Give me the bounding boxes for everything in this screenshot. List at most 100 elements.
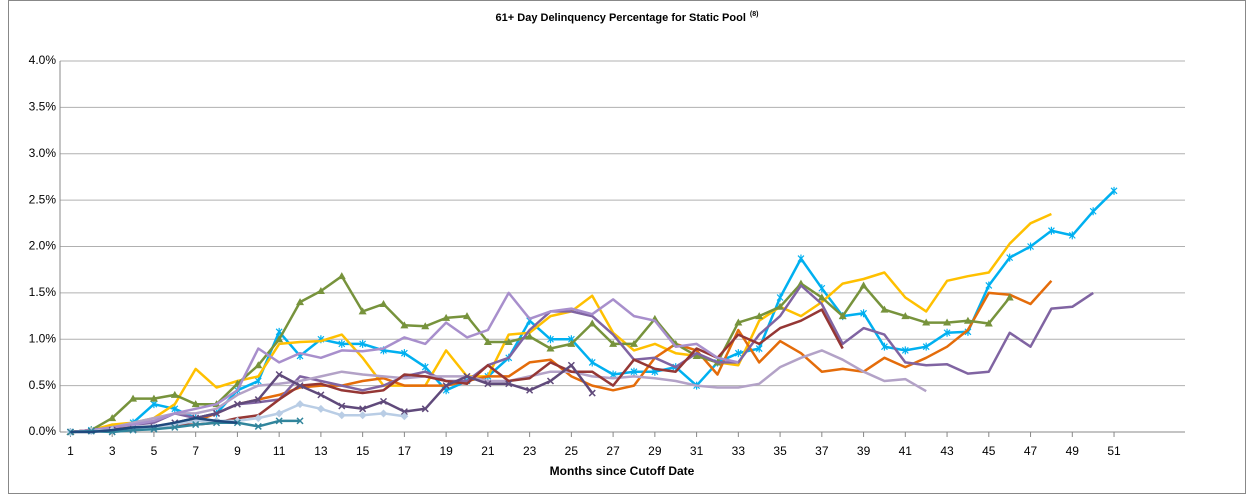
series-line xyxy=(70,291,739,434)
marker xyxy=(463,372,471,380)
marker xyxy=(985,281,993,290)
marker xyxy=(338,339,346,348)
marker xyxy=(379,300,388,308)
series-line xyxy=(70,416,238,434)
x-tick-label: 45 xyxy=(982,444,996,458)
x-tick-label: 13 xyxy=(314,444,328,458)
marker xyxy=(588,389,596,397)
marker xyxy=(275,417,283,425)
marker xyxy=(442,313,451,321)
marker xyxy=(192,421,200,429)
marker xyxy=(400,408,408,416)
marker xyxy=(400,321,409,329)
marker xyxy=(797,254,805,263)
marker xyxy=(233,400,241,408)
marker xyxy=(859,281,868,289)
marker xyxy=(296,400,305,409)
marker xyxy=(171,423,179,431)
marker xyxy=(963,316,972,324)
x-tick-label: 47 xyxy=(1024,444,1038,458)
marker xyxy=(442,382,450,390)
x-tick-label: 19 xyxy=(439,444,453,458)
series-line xyxy=(70,274,1011,434)
marker xyxy=(359,405,367,413)
marker xyxy=(296,417,304,425)
y-tick-label: 2.0% xyxy=(29,239,57,253)
marker xyxy=(1089,207,1097,216)
marker xyxy=(421,322,430,330)
marker xyxy=(504,338,513,346)
marker xyxy=(901,346,909,355)
marker xyxy=(1005,293,1014,301)
plot-area: 0.0%0.5%1.0%1.5%2.0%2.5%3.0%3.5%4.0%1 3 5 7… xyxy=(29,53,1185,458)
marker xyxy=(379,397,388,405)
x-tick-label: 9 xyxy=(234,444,241,458)
marker xyxy=(338,402,346,410)
marker xyxy=(254,422,262,430)
y-tick-label: 0.0% xyxy=(29,424,57,438)
marker xyxy=(692,351,701,359)
marker xyxy=(275,409,284,418)
marker xyxy=(337,272,346,280)
marker xyxy=(254,396,262,404)
marker xyxy=(463,312,472,320)
marker xyxy=(505,380,513,388)
marker xyxy=(254,414,263,423)
marker xyxy=(776,302,785,310)
x-tick-label: 41 xyxy=(899,444,913,458)
x-tick-label: 35 xyxy=(773,444,787,458)
marker xyxy=(358,307,367,315)
marker xyxy=(484,380,492,388)
series-line xyxy=(70,419,300,434)
marker xyxy=(296,298,305,306)
marker xyxy=(108,414,117,422)
y-tick-label: 1.5% xyxy=(29,285,57,299)
marker xyxy=(275,370,283,379)
marker xyxy=(317,391,325,399)
x-tick-label: 7 xyxy=(192,444,199,458)
x-tick-label: 17 xyxy=(398,444,412,458)
x-tick-label: 3 xyxy=(109,444,116,458)
marker xyxy=(421,363,429,372)
x-tick-label: 25 xyxy=(565,444,579,458)
title-text: 61+ Day Delinquency Percentage for Stati… xyxy=(496,12,746,24)
x-tick-label: 31 xyxy=(690,444,704,458)
marker xyxy=(776,293,784,302)
title-superscript: (8) xyxy=(750,11,759,18)
x-tick-label: 21 xyxy=(481,444,495,458)
marker xyxy=(526,386,534,394)
marker xyxy=(483,338,492,346)
y-tick-label: 3.0% xyxy=(29,146,57,160)
marker xyxy=(881,342,888,351)
marker xyxy=(379,409,388,418)
y-tick-label: 3.5% xyxy=(29,100,57,114)
marker xyxy=(525,332,534,340)
marker xyxy=(296,382,304,390)
x-tick-label: 33 xyxy=(732,444,746,458)
marker xyxy=(254,376,262,385)
marker xyxy=(233,419,241,427)
x-tick-label: 23 xyxy=(523,444,537,458)
marker xyxy=(275,335,284,343)
series-line xyxy=(70,212,1052,434)
marker xyxy=(943,328,951,337)
marker xyxy=(984,319,993,327)
marker xyxy=(1068,231,1076,240)
marker xyxy=(943,318,952,326)
x-tick-label: 11 xyxy=(273,444,286,458)
marker xyxy=(734,349,742,358)
marker xyxy=(421,405,429,413)
x-tick-label: 15 xyxy=(356,444,370,458)
y-tick-label: 1.0% xyxy=(29,331,57,345)
marker xyxy=(316,287,325,295)
marker xyxy=(588,358,596,367)
marker xyxy=(922,342,930,351)
marker xyxy=(629,339,638,347)
marker xyxy=(170,390,179,398)
marker xyxy=(1110,186,1118,195)
series-line xyxy=(70,349,927,434)
marker xyxy=(191,400,200,408)
marker xyxy=(213,409,221,417)
marker xyxy=(818,284,826,293)
